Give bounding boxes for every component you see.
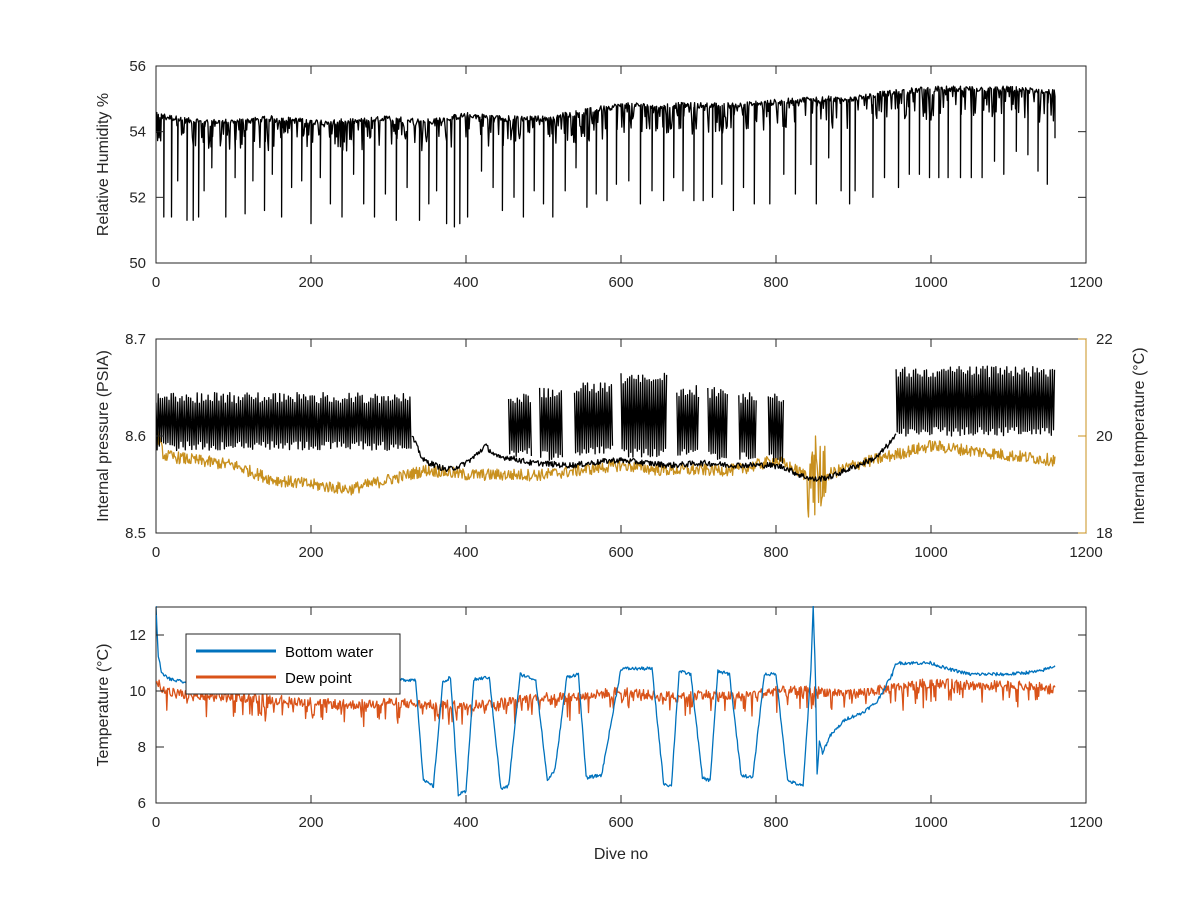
x-tick-label: 0 bbox=[152, 274, 160, 291]
internal-pressure-burst bbox=[507, 393, 533, 457]
series-group bbox=[156, 85, 1056, 228]
y-axis-label-right: Internal temperature (°C) bbox=[1131, 347, 1148, 524]
y-tick-label: 56 bbox=[129, 58, 146, 75]
legend-label-bottom-water: Bottom water bbox=[285, 644, 373, 661]
x-tick-label: 400 bbox=[453, 814, 478, 831]
internal-pressure-burst bbox=[895, 365, 1056, 437]
y-tick-label: 8 bbox=[138, 739, 146, 756]
dew-point-line bbox=[156, 678, 1056, 728]
y-tick-label: 8.6 bbox=[125, 428, 146, 445]
internal-pressure-burst bbox=[707, 386, 728, 460]
x-tick-label: 1200 bbox=[1069, 544, 1102, 561]
right-y-tick-label: 18 bbox=[1096, 525, 1113, 542]
x-tick-label: 200 bbox=[298, 814, 323, 831]
y-tick-label: 12 bbox=[129, 627, 146, 644]
x-tick-label: 600 bbox=[608, 544, 633, 561]
x-tick-label: 800 bbox=[763, 544, 788, 561]
x-tick-label: 200 bbox=[298, 544, 323, 561]
x-tick-label: 1200 bbox=[1069, 814, 1102, 831]
x-tick-label: 800 bbox=[763, 814, 788, 831]
internal-pressure-burst bbox=[620, 372, 668, 458]
y-tick-label: 6 bbox=[138, 795, 146, 812]
right-y-tick-label: 22 bbox=[1096, 331, 1113, 348]
y-tick-label: 8.5 bbox=[125, 525, 146, 542]
x-tick-label: 1000 bbox=[914, 274, 947, 291]
x-tick-label: 0 bbox=[152, 814, 160, 831]
y-tick-label: 54 bbox=[129, 124, 146, 141]
legend-box bbox=[185, 633, 401, 695]
x-tick-label: 600 bbox=[608, 274, 633, 291]
internal-pressure-baseline bbox=[411, 433, 897, 482]
relative-humidity-line bbox=[156, 85, 1056, 228]
x-tick-label: 400 bbox=[453, 274, 478, 291]
y-tick-label: 50 bbox=[129, 255, 146, 272]
internal-temperature-line bbox=[156, 429, 1056, 518]
x-tick-label: 800 bbox=[763, 274, 788, 291]
y-tick-label: 8.7 bbox=[125, 331, 146, 348]
x-tick-label: 0 bbox=[152, 544, 160, 561]
x-tick-label: 400 bbox=[453, 544, 478, 561]
x-axis-label: Dive no bbox=[594, 846, 648, 863]
internal-pressure-burst bbox=[156, 391, 412, 452]
x-tick-label: 1000 bbox=[914, 814, 947, 831]
x-tick-label: 200 bbox=[298, 274, 323, 291]
y-tick-label: 52 bbox=[129, 189, 146, 206]
x-tick-label: 1200 bbox=[1069, 274, 1102, 291]
internal-pressure-burst bbox=[538, 387, 564, 461]
y-axis-label: Internal pressure (PSIA) bbox=[95, 350, 112, 522]
legend: Bottom water Dew point bbox=[185, 633, 401, 695]
internal-pressure-burst bbox=[573, 382, 614, 456]
legend-label-dew-point: Dew point bbox=[285, 670, 353, 687]
right-y-tick-label: 20 bbox=[1096, 428, 1113, 445]
internal-pressure-burst bbox=[738, 392, 757, 460]
internal-pressure-burst bbox=[767, 393, 785, 464]
y-axis-label: Temperature (°C) bbox=[95, 644, 112, 767]
x-tick-label: 600 bbox=[608, 814, 633, 831]
y-tick-label: 10 bbox=[129, 683, 146, 700]
y-axis-label: Relative Humidity % bbox=[95, 93, 112, 236]
series-group bbox=[156, 365, 1056, 518]
internal-pressure-burst bbox=[676, 385, 700, 456]
x-tick-label: 1000 bbox=[914, 544, 947, 561]
